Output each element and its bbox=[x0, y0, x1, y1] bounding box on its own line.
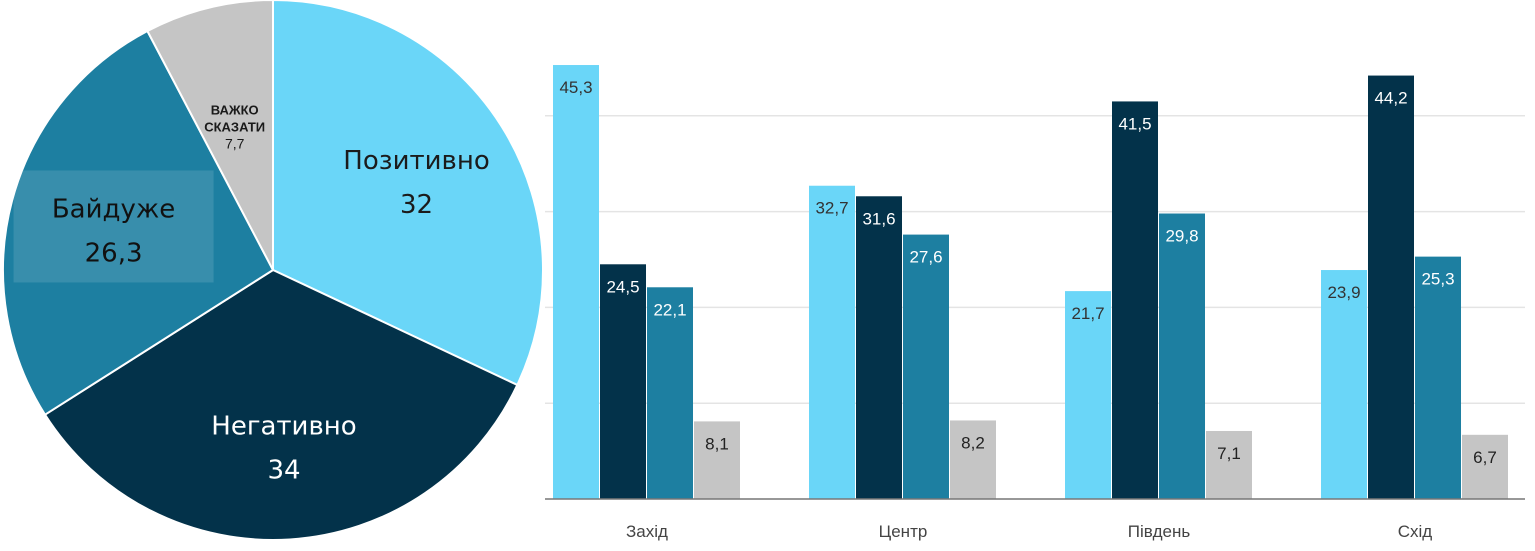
pie-label-hard-to-say-line-2: СКАЗАТИ bbox=[204, 120, 265, 135]
bar-value-label: 8,2 bbox=[961, 433, 985, 452]
bar-value-label: 7,1 bbox=[1217, 444, 1241, 463]
pie-slice-negative bbox=[43, 268, 519, 541]
bar-value-label: 22,1 bbox=[653, 300, 686, 319]
bar-value-label: 32,7 bbox=[815, 199, 848, 218]
pie-slice-positive bbox=[272, 0, 544, 387]
bar-value-label: 25,3 bbox=[1421, 270, 1454, 289]
bar-south-negative bbox=[1112, 101, 1158, 500]
bar-value-label: 8,1 bbox=[705, 434, 729, 453]
bar-value-label: 45,3 bbox=[559, 78, 592, 97]
bar-value-label: 23,9 bbox=[1327, 283, 1360, 302]
bar-east-positive bbox=[1321, 270, 1367, 499]
bar-west-negative bbox=[600, 264, 646, 499]
pie-label-indifferent: Байдуже bbox=[52, 194, 175, 224]
bar-value-label: 41,5 bbox=[1118, 114, 1151, 133]
bar-chart: 45,3 24,5 22,1 8,1 Захід 32,7 31,6 27,6 8,2 Центр… bbox=[545, 65, 1525, 541]
bar-value-label: 44,2 bbox=[1374, 89, 1407, 108]
bar-value-label: 24,5 bbox=[606, 277, 639, 296]
pie-value-negative: 34 bbox=[267, 456, 300, 486]
bar-east-hard-to-say bbox=[1462, 434, 1508, 499]
pie-slice-hard-to-say bbox=[146, 0, 274, 271]
pie-value-indifferent: 26,3 bbox=[85, 238, 143, 268]
bar-west-hard-to-say bbox=[694, 421, 740, 499]
pie-label-hard-to-say-line-1: ВАЖКО bbox=[211, 103, 259, 118]
bar-center-positive bbox=[809, 185, 855, 499]
bar-center-hard-to-say bbox=[950, 420, 996, 499]
x-tick-label-south: Південь bbox=[1128, 522, 1191, 541]
pie-label-backdrop bbox=[13, 170, 214, 283]
x-tick-label-west: Захід bbox=[626, 522, 668, 541]
pie-label-negative: Негативно bbox=[211, 412, 356, 442]
pie-value-hard-to-say: 7,7 bbox=[225, 136, 245, 152]
bar-east-negative bbox=[1368, 75, 1414, 500]
bar-value-label: 27,6 bbox=[909, 248, 942, 267]
bar-south-positive bbox=[1065, 291, 1111, 499]
pie-chart: Позитивно 32 Негативно 34 Байдуже 26,3 ВАЖКО СК… bbox=[2, 0, 544, 541]
bar-west-positive bbox=[553, 65, 599, 499]
bar-center-negative bbox=[856, 196, 902, 499]
bar-value-label: 6,7 bbox=[1473, 448, 1497, 467]
x-tick-label-east: Схід bbox=[1398, 522, 1433, 541]
bar-value-label: 21,7 bbox=[1071, 304, 1104, 323]
pie-value-positive: 32 bbox=[400, 190, 433, 220]
pie-slice-indifferent bbox=[2, 29, 275, 417]
bar-south-indifferent bbox=[1159, 213, 1205, 500]
bar-south-hard-to-say bbox=[1206, 430, 1252, 499]
bar-center-indifferent bbox=[903, 234, 949, 500]
x-tick-label-center: Центр bbox=[879, 522, 928, 541]
bar-east-indifferent bbox=[1415, 256, 1461, 499]
bar-value-label: 29,8 bbox=[1165, 227, 1198, 246]
bar-value-label: 31,6 bbox=[862, 209, 895, 228]
pie-label-positive: Позитивно bbox=[343, 146, 489, 176]
bar-west-indifferent bbox=[647, 287, 693, 499]
